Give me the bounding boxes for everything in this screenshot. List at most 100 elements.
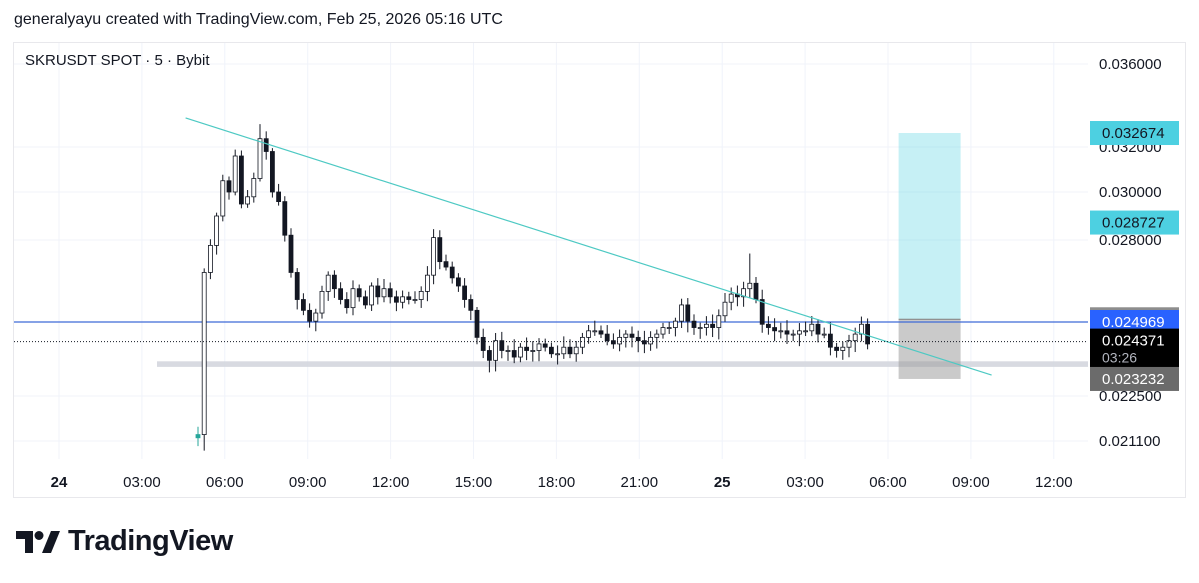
tradingview-wordmark: TradingView — [68, 525, 233, 557]
candle — [611, 340, 616, 345]
candle — [697, 327, 703, 329]
candle — [387, 288, 393, 298]
time-tick-label: 12:00 — [372, 474, 410, 491]
candle — [418, 291, 424, 300]
candle — [852, 333, 858, 342]
chart-attribution: generalyayu created with TradingView.com… — [14, 11, 503, 28]
candle — [406, 296, 412, 300]
candle — [679, 304, 684, 322]
time-tick-label: 06:00 — [206, 474, 244, 491]
candle — [480, 336, 486, 351]
candle — [716, 315, 722, 328]
candle — [536, 343, 542, 351]
candle — [300, 299, 306, 311]
candle — [201, 272, 207, 435]
candle — [722, 301, 728, 317]
candle — [598, 330, 604, 335]
chart-panel[interactable]: SKRUSDT SPOT · 5 · Bybit 0.036000 0.032000… — [13, 42, 1186, 498]
candle — [257, 138, 263, 179]
candle — [505, 350, 511, 352]
candle — [344, 299, 350, 309]
candle — [269, 151, 275, 193]
candle — [214, 215, 220, 246]
candle — [462, 285, 468, 300]
candle — [710, 323, 715, 328]
time-tick-label: 03:00 — [123, 474, 161, 491]
candle — [580, 336, 585, 348]
candle — [276, 191, 282, 202]
price-label-horizontal-line-text: 0.024969 — [1102, 314, 1165, 331]
symbol-label: SKRUSDT SPOT · 5 · Bybit — [25, 52, 210, 69]
tradingview-logo[interactable]: TradingView — [16, 525, 233, 558]
price-label-last-price — [1090, 328, 1179, 369]
candle — [245, 196, 251, 205]
candle — [567, 346, 573, 355]
candle — [828, 333, 833, 348]
profit-zone — [898, 133, 961, 320]
price-label-target-1 — [1090, 210, 1179, 235]
candle — [648, 336, 653, 345]
candle — [821, 333, 827, 336]
candle — [338, 288, 344, 300]
candle — [704, 323, 709, 328]
candle — [424, 274, 430, 292]
candle — [226, 180, 232, 193]
time-tick-label: 06:00 — [869, 474, 907, 491]
candle — [803, 330, 808, 333]
candle — [319, 291, 325, 314]
price-tick-label: 0.036000 — [1099, 56, 1162, 73]
time-tick-label: 12:00 — [1035, 474, 1073, 491]
time-tick-label: 25 — [714, 474, 731, 491]
candle — [772, 327, 777, 332]
candle — [549, 346, 554, 355]
candle — [586, 330, 591, 338]
candle — [493, 340, 499, 361]
tradingview-logo-icon — [16, 530, 60, 553]
price-label-target-2-text: 0.032674 — [1102, 125, 1165, 142]
time-tick-label: 21:00 — [621, 474, 659, 491]
candle — [350, 288, 356, 309]
candle — [307, 309, 313, 322]
time-tick-label: 18:00 — [538, 474, 576, 491]
candle — [809, 323, 815, 332]
candle — [728, 293, 734, 303]
candle — [778, 330, 784, 333]
candle — [642, 340, 647, 345]
price-label-last-price-text: 0.024371 — [1102, 333, 1165, 350]
candle — [313, 312, 319, 322]
trendline — [185, 117, 992, 376]
candle — [623, 333, 629, 338]
candle — [449, 266, 455, 279]
candle — [362, 296, 368, 306]
candle — [635, 336, 641, 342]
candle — [530, 350, 536, 352]
price-label-target-2 — [1090, 121, 1179, 146]
candle — [207, 245, 213, 273]
candle — [437, 237, 443, 263]
candle — [375, 285, 381, 298]
candle — [232, 155, 238, 193]
price-chart[interactable]: SKRUSDT SPOT · 5 · Bybit 0.0360000.032000… — [14, 43, 1185, 497]
candle — [561, 346, 567, 355]
support-zone — [157, 361, 1088, 367]
candle — [195, 434, 201, 439]
time-tick-label: 09:00 — [952, 474, 990, 491]
countdown-text: 03:26 — [1102, 350, 1137, 366]
candle — [759, 299, 765, 325]
time-tick-label: 24 — [51, 474, 68, 491]
candle — [685, 304, 691, 322]
candle — [784, 330, 790, 335]
candle — [443, 261, 449, 268]
candle — [660, 327, 666, 335]
candle — [393, 296, 399, 303]
price-tick-label: 0.028000 — [1099, 232, 1162, 249]
candle — [369, 285, 375, 306]
candle — [846, 340, 852, 348]
candle — [865, 323, 870, 345]
candle — [741, 288, 746, 298]
stop-zone — [898, 319, 961, 379]
price-label-stop-text: 0.023232 — [1102, 371, 1165, 388]
candle — [604, 333, 610, 342]
time-tick-label: 15:00 — [455, 474, 493, 491]
price-label-stop — [1090, 366, 1179, 391]
